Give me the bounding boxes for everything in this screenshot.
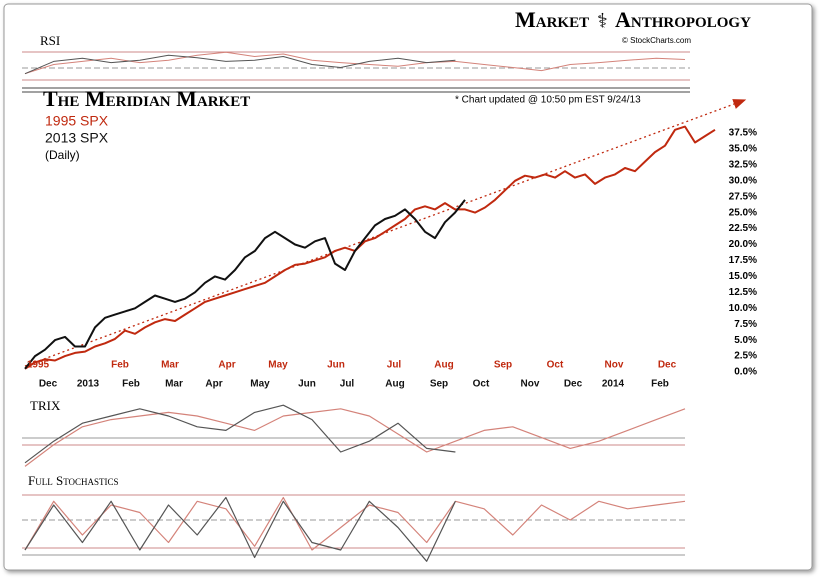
y-tick-label: 0.0% bbox=[734, 367, 757, 378]
y-tick-label: 27.5% bbox=[729, 191, 757, 202]
x2-tick-label: Apr bbox=[205, 379, 222, 390]
x2-tick-label: Nov bbox=[521, 379, 540, 390]
x2-tick-label: Feb bbox=[122, 379, 140, 390]
x-tick-label: Aug bbox=[434, 360, 453, 371]
y-tick-label: 37.5% bbox=[729, 128, 757, 139]
x-tick-label: May bbox=[268, 360, 288, 371]
y-tick-label: 12.5% bbox=[729, 287, 757, 298]
x2-tick-label: 2013 bbox=[77, 379, 100, 390]
series-line bbox=[24, 199, 466, 370]
x2-tick-label: Jun bbox=[298, 379, 316, 390]
x2-tick-label: Mar bbox=[165, 379, 183, 390]
x2-tick-label: Sep bbox=[430, 379, 448, 390]
chart-subtitle: (Daily) bbox=[45, 148, 80, 162]
annotation: * Chart updated @ 10:50 pm EST 9/24/13 bbox=[455, 95, 641, 106]
x2-tick-label: Feb bbox=[651, 379, 669, 390]
y-tick-label: 25.0% bbox=[729, 207, 757, 218]
x-tick-label: Jun bbox=[327, 360, 345, 371]
x-tick-label: Dec bbox=[658, 360, 677, 371]
x2-tick-label: Dec bbox=[39, 379, 58, 390]
y-tick-label: 7.5% bbox=[734, 319, 757, 330]
brand-logo: ⚕ bbox=[597, 10, 608, 32]
x2-tick-label: Oct bbox=[473, 379, 490, 390]
y-tick-label: 20.0% bbox=[729, 239, 757, 250]
y-tick-label: 15.0% bbox=[729, 271, 757, 282]
brand-right: Anthropology bbox=[615, 7, 751, 32]
x2-tick-label: Jul bbox=[340, 379, 355, 390]
x2-tick-label: Dec bbox=[564, 379, 583, 390]
x-tick-label: 1995 bbox=[27, 360, 50, 371]
y-tick-label: 35.0% bbox=[729, 144, 757, 155]
series-line bbox=[24, 125, 716, 370]
x2-tick-label: 2014 bbox=[602, 379, 625, 390]
brand-credit: © StockCharts.com bbox=[622, 36, 691, 45]
x-tick-label: Jul bbox=[387, 360, 402, 371]
panel-title: TRIX bbox=[30, 398, 61, 413]
y-tick-label: 32.5% bbox=[729, 159, 757, 170]
y-tick-label: 10.0% bbox=[729, 303, 757, 314]
x2-tick-label: May bbox=[250, 379, 270, 390]
x-tick-label: Oct bbox=[547, 360, 564, 371]
x-tick-label: Mar bbox=[161, 360, 179, 371]
legend-entry: 2013 SPX bbox=[45, 130, 109, 146]
series-line bbox=[24, 496, 456, 562]
panel-title: RSI bbox=[40, 33, 60, 48]
x-tick-label: Feb bbox=[111, 360, 129, 371]
y-tick-label: 17.5% bbox=[729, 255, 757, 266]
series-line bbox=[24, 51, 686, 75]
series-line bbox=[24, 496, 686, 551]
y-tick-label: 2.5% bbox=[734, 351, 757, 362]
brand-left: Market bbox=[515, 7, 589, 32]
legend-entry: 1995 SPX bbox=[45, 113, 109, 129]
series-line bbox=[24, 404, 456, 464]
x-tick-label: Nov bbox=[605, 360, 624, 371]
series-line bbox=[24, 408, 686, 467]
x-tick-label: Sep bbox=[494, 360, 512, 371]
y-tick-label: 5.0% bbox=[734, 335, 757, 346]
chart-title: The Meridian Market bbox=[43, 86, 250, 111]
x-tick-label: Apr bbox=[218, 360, 235, 371]
series-line bbox=[24, 54, 456, 75]
y-tick-label: 30.0% bbox=[729, 175, 757, 186]
x2-tick-label: Aug bbox=[385, 379, 404, 390]
panel-title: Full Stochastics bbox=[28, 473, 119, 488]
y-tick-label: 22.5% bbox=[729, 223, 757, 234]
